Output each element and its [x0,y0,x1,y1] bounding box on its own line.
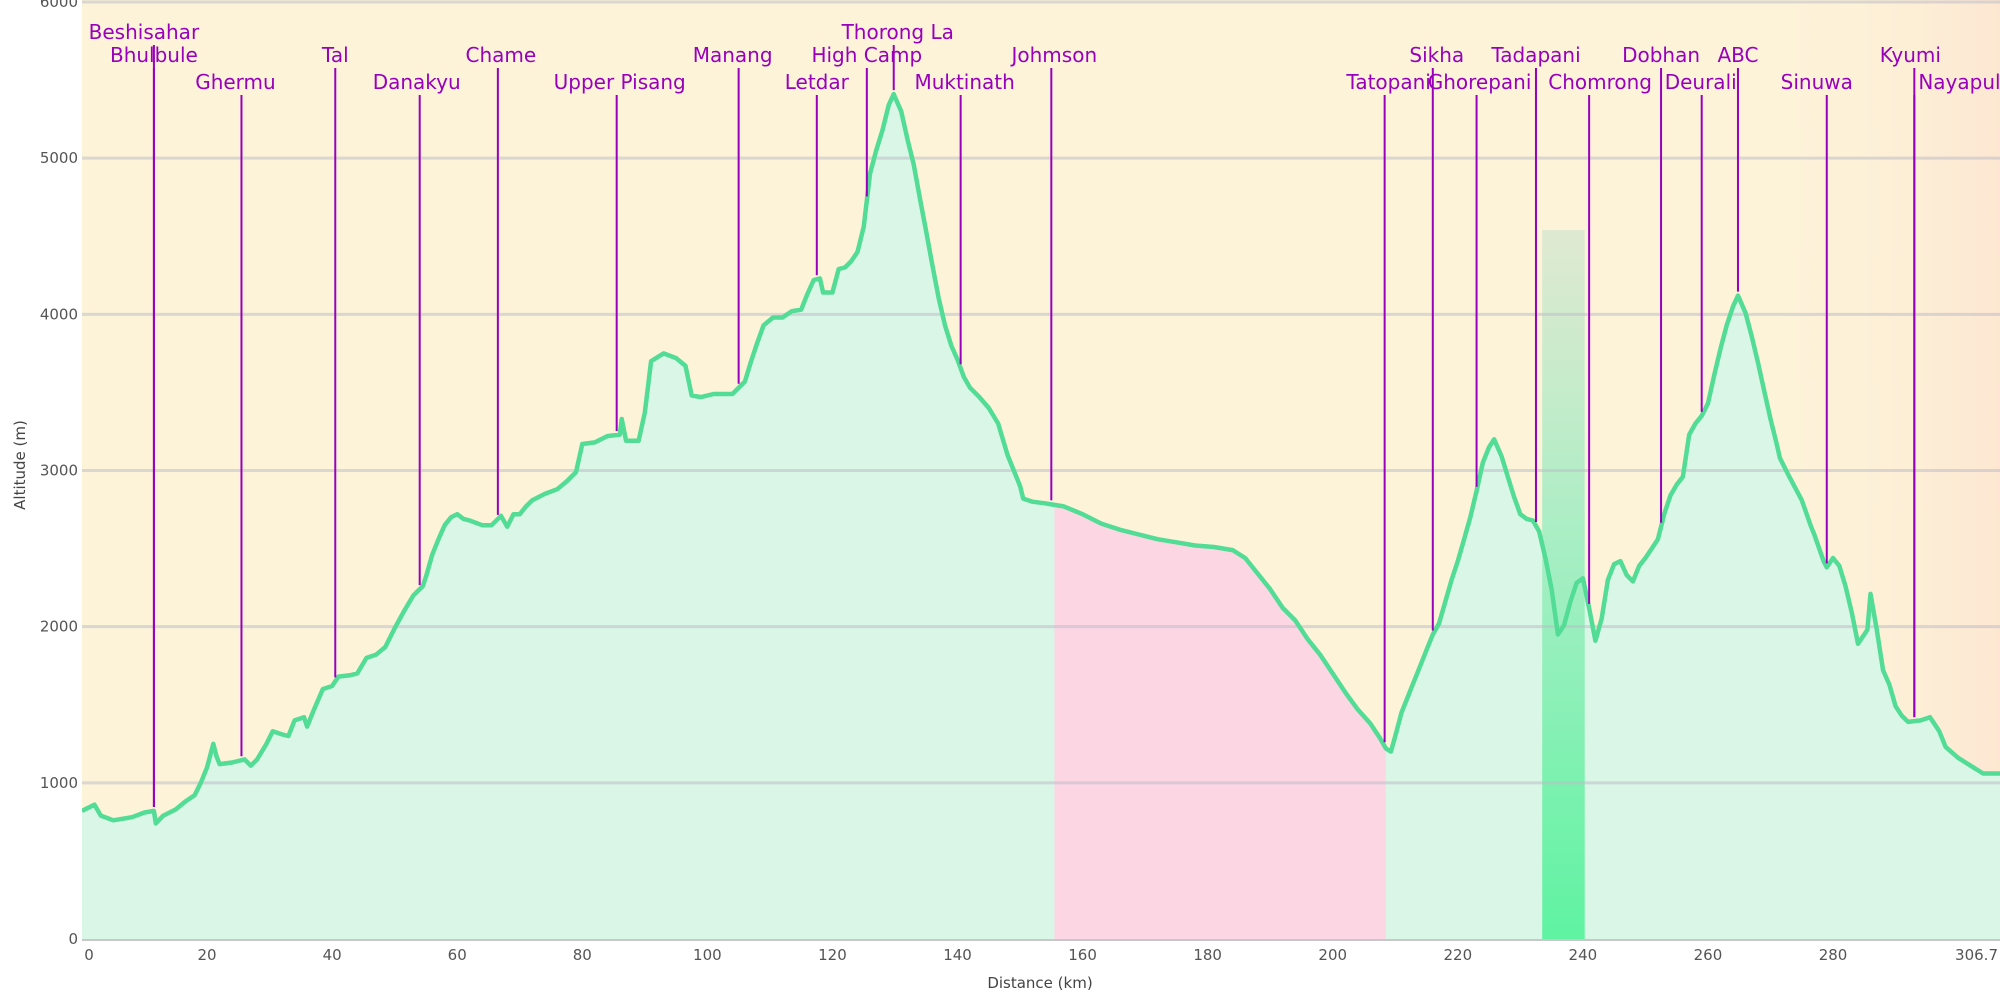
place-label: Upper Pisang [554,70,686,94]
y-tick-label: 5000 [40,149,78,167]
x-tick-label: 100 [693,946,722,964]
place-label: Deurali [1665,70,1737,94]
place-marker: Muktinath [914,70,1015,365]
y-tick-label: 0 [68,930,78,948]
place-label: Nayapul [1918,70,2000,94]
place-label: Tal [321,43,349,67]
x-tick-label: 306.7 [1955,946,1998,964]
y-tick-label: 6000 [40,0,78,11]
place-label: Ghorepani [1428,70,1532,94]
place-label: Dobhan [1622,43,1700,67]
place-marker: Dobhan [1622,43,1700,523]
place-marker: Bhulbule [110,43,198,807]
place-label: Beshisahar [89,20,200,44]
x-axis-title: Distance (km) [987,974,1092,992]
profile-line [82,91,2000,826]
place-label: Sikha [1409,43,1464,67]
y-axis-title: Altitude (m) [11,420,29,510]
place-label: Kyumi [1880,43,1941,67]
x-tick-label: 140 [943,946,972,964]
place-marker: Manang [693,43,773,384]
place-label: Danakyu [373,70,461,94]
place-label: ABC [1717,43,1758,67]
place-label: Letdar [785,70,850,94]
place-label: Chame [466,43,537,67]
x-axis-ticks: 0 20 40 60 80 100 120 140 160 180 200 220 240 260 280 3… [84,946,1998,964]
x-tick-label: 0 [84,946,94,964]
place-marker: Tadapani [1490,43,1581,522]
x-tick-label: 200 [1318,946,1347,964]
x-tick-label: 160 [1068,946,1097,964]
x-tick-label: 120 [818,946,847,964]
y-axis-ticks: 0 1000 2000 3000 4000 5000 6000 [40,0,78,948]
y-tick-label: 3000 [40,462,78,480]
place-marker: Ghermu [195,70,276,757]
place-label: Tadapani [1490,43,1580,67]
place-marker: High Camp [811,43,922,197]
place-marker: Deurali [1665,70,1737,412]
x-tick-label: 220 [1443,946,1472,964]
x-tick-label: 60 [448,946,467,964]
x-tick-label: 40 [323,946,342,964]
x-tick-label: 260 [1694,946,1723,964]
place-marker: Chame [466,43,537,515]
place-marker: Thorong La [841,20,954,91]
profile-area-layer [82,94,2000,939]
place-label: Muktinath [914,70,1014,94]
place-marker: Tal [321,43,349,678]
x-tick-label: 20 [198,946,217,964]
place-marker: Ghorepani [1428,70,1532,487]
highlight-band-pink [1054,504,1386,939]
place-marker: Sikha [1409,43,1464,631]
place-marker: ABC [1717,43,1758,292]
place-label: Ghermu [195,70,276,94]
y-tick-label: 4000 [40,305,78,323]
profile-area [82,94,2000,939]
x-tick-label: 240 [1569,946,1598,964]
place-label: Johmson [1010,43,1098,67]
place-marker: Letdar [785,70,850,276]
y-tick-label: 1000 [40,774,78,792]
place-marker: Tatopani [1345,70,1431,743]
x-tick-label: 180 [1193,946,1222,964]
place-marker: Upper Pisang [554,70,686,431]
profile-line-layer [82,91,2000,826]
place-label: High Camp [811,43,922,67]
place-marker: Chomrong [1548,70,1652,604]
place-label: Manang [693,43,773,67]
place-marker: Johmson [1010,43,1098,501]
y-tick-label: 2000 [40,618,78,636]
place-label: Thorong La [841,20,954,44]
grid-lines [82,0,2000,941]
place-marker: Sinuwa [1781,70,1853,564]
place-label: Chomrong [1548,70,1652,94]
place-marker: Nayapul [1913,70,2000,718]
place-label: Tatopani [1345,70,1430,94]
x-tick-label: 80 [573,946,592,964]
place-marker: Danakyu [373,70,461,586]
x-tick-label: 280 [1819,946,1848,964]
place-label: Bhulbule [110,43,198,67]
place-label: Sinuwa [1781,70,1853,94]
